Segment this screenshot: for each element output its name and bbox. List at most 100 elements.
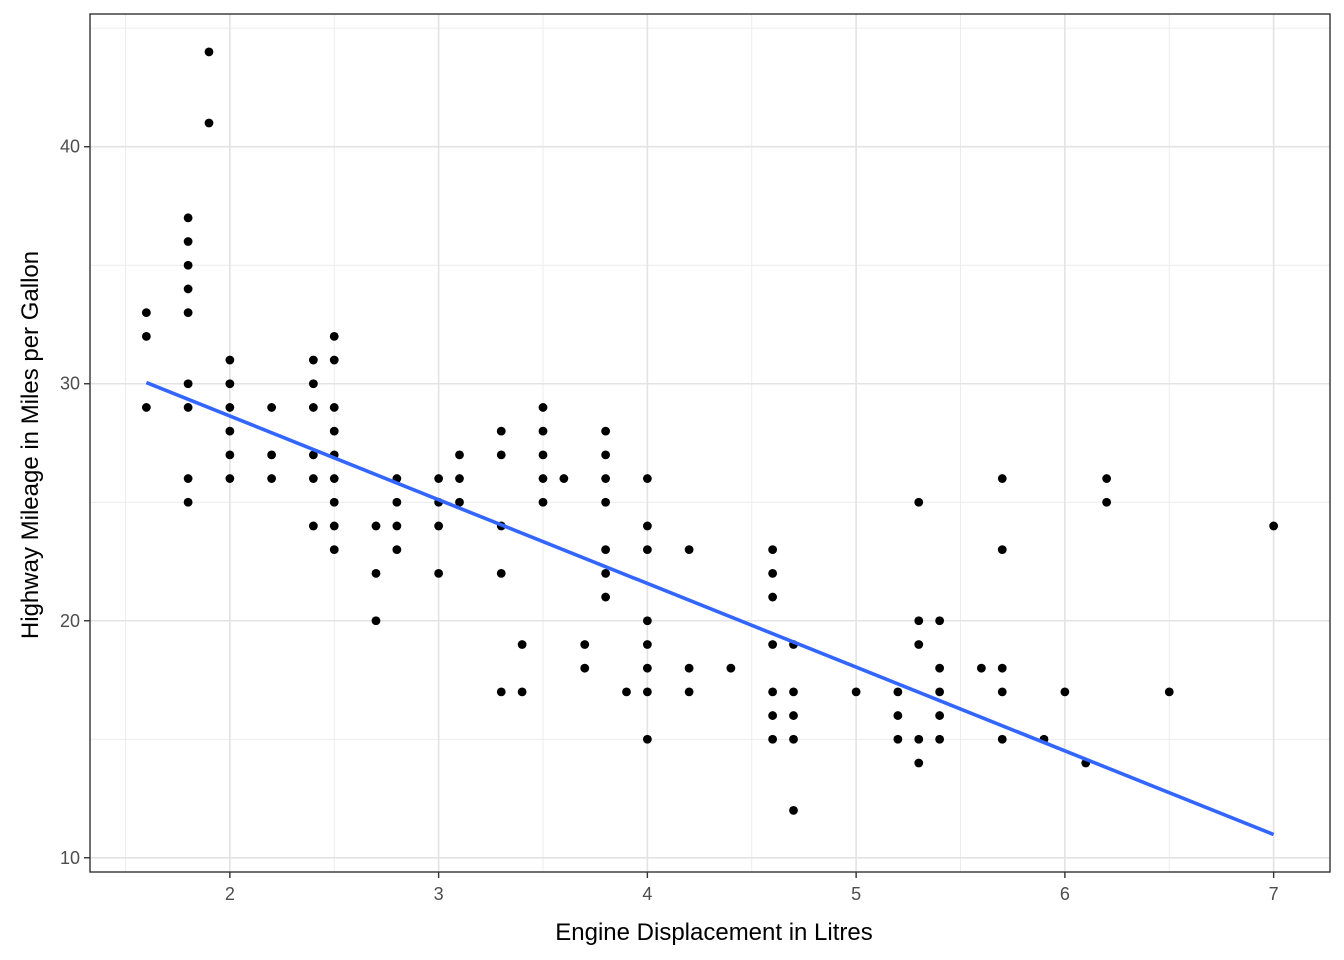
data-point bbox=[183, 237, 193, 246]
data-point bbox=[225, 379, 235, 389]
data-point bbox=[914, 616, 924, 626]
data-point bbox=[183, 474, 193, 483]
data-point bbox=[329, 474, 339, 483]
data-point bbox=[642, 545, 652, 555]
data-point bbox=[684, 545, 694, 555]
data-point bbox=[914, 758, 924, 768]
data-point bbox=[768, 687, 778, 697]
data-point bbox=[768, 545, 778, 555]
data-point bbox=[496, 426, 506, 436]
data-point bbox=[308, 521, 318, 531]
data-point bbox=[684, 663, 694, 673]
data-point bbox=[601, 568, 611, 578]
data-point bbox=[267, 403, 277, 412]
panel-border bbox=[89, 13, 1331, 873]
data-point bbox=[789, 687, 798, 697]
data-point bbox=[997, 734, 1007, 744]
data-point bbox=[225, 450, 235, 460]
data-point bbox=[329, 331, 339, 341]
data-point bbox=[914, 497, 924, 507]
x-tick-label: 3 bbox=[434, 884, 444, 904]
data-point bbox=[455, 450, 464, 460]
y-tick-label: 40 bbox=[60, 137, 80, 157]
y-tick-label: 20 bbox=[60, 611, 80, 631]
data-point bbox=[1102, 474, 1112, 483]
data-point bbox=[496, 450, 506, 460]
data-point bbox=[726, 663, 736, 673]
y-axis-title: Highway Mileage in Miles per Gallon bbox=[17, 251, 44, 639]
data-point bbox=[580, 640, 590, 649]
data-points bbox=[141, 47, 1279, 815]
data-point bbox=[684, 687, 694, 697]
data-point bbox=[642, 734, 652, 744]
data-point bbox=[914, 734, 924, 744]
y-axis-ticks: 10 20 30 40 bbox=[60, 137, 90, 868]
x-tick-label: 5 bbox=[851, 884, 861, 904]
data-point bbox=[997, 663, 1007, 673]
data-point bbox=[1164, 687, 1174, 697]
data-point bbox=[225, 426, 235, 436]
data-point bbox=[893, 711, 903, 720]
fit-line bbox=[145, 380, 1275, 837]
x-axis-title: Engine Displacement in Litres bbox=[555, 919, 873, 946]
x-tick-label: 7 bbox=[1269, 884, 1279, 904]
data-point bbox=[392, 545, 402, 555]
data-point bbox=[392, 497, 402, 507]
data-point bbox=[329, 521, 339, 531]
y-tick-label: 30 bbox=[60, 374, 80, 394]
data-point bbox=[622, 687, 631, 697]
data-point bbox=[183, 403, 193, 412]
data-point bbox=[789, 805, 798, 815]
data-point bbox=[601, 545, 611, 555]
data-point bbox=[997, 545, 1007, 555]
data-point bbox=[997, 474, 1007, 483]
data-point bbox=[308, 379, 318, 389]
data-point bbox=[141, 331, 151, 341]
data-point bbox=[601, 592, 611, 602]
data-point bbox=[204, 118, 214, 128]
data-point bbox=[517, 687, 527, 697]
data-point bbox=[935, 663, 945, 673]
data-point bbox=[308, 474, 318, 483]
data-point bbox=[1269, 521, 1279, 531]
data-point bbox=[642, 616, 652, 626]
data-point bbox=[455, 497, 464, 507]
data-point bbox=[225, 474, 235, 483]
data-point bbox=[538, 474, 548, 483]
data-point bbox=[371, 616, 381, 626]
data-point bbox=[559, 474, 569, 483]
data-point bbox=[496, 687, 506, 697]
data-point bbox=[768, 592, 778, 602]
data-point bbox=[601, 497, 611, 507]
data-point bbox=[789, 734, 798, 744]
data-point bbox=[1060, 687, 1070, 697]
data-point bbox=[935, 687, 945, 697]
data-point bbox=[183, 497, 193, 507]
data-point bbox=[601, 450, 611, 460]
fit-line-group bbox=[145, 380, 1275, 837]
data-point bbox=[893, 687, 903, 697]
data-point bbox=[183, 308, 193, 318]
data-point bbox=[768, 734, 778, 744]
data-point bbox=[183, 213, 193, 223]
data-point bbox=[538, 403, 548, 412]
data-point bbox=[455, 474, 464, 483]
data-point bbox=[267, 474, 277, 483]
x-axis-ticks: 2 3 4 5 6 7 bbox=[225, 872, 1279, 904]
data-point bbox=[141, 403, 151, 412]
data-point bbox=[538, 426, 548, 436]
data-point bbox=[225, 403, 235, 412]
data-point bbox=[329, 426, 339, 436]
data-point bbox=[434, 521, 444, 531]
y-tick-label: 10 bbox=[60, 848, 80, 868]
data-point bbox=[642, 521, 652, 531]
x-tick-label: 2 bbox=[225, 884, 235, 904]
data-point bbox=[935, 734, 945, 744]
data-point bbox=[768, 640, 778, 649]
data-point bbox=[329, 545, 339, 555]
data-point bbox=[851, 687, 861, 697]
data-point bbox=[329, 355, 339, 365]
minor-gridlines bbox=[90, 14, 1330, 872]
x-tick-label: 4 bbox=[642, 884, 652, 904]
